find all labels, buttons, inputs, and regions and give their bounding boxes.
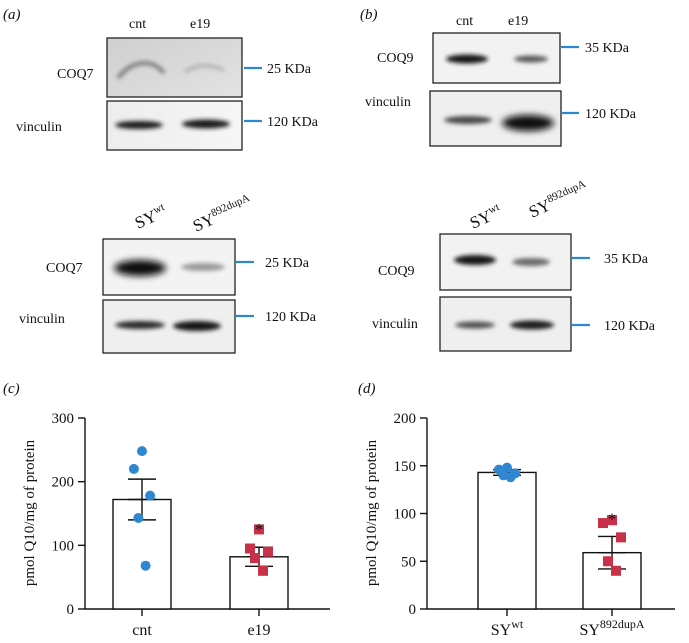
y-axis-label: pmol Q10/mg of protein bbox=[364, 439, 380, 586]
row-label-coq9: COQ9 bbox=[377, 51, 414, 66]
y-tick-label: 200 bbox=[394, 411, 417, 427]
lane-label-e19: e19 bbox=[190, 17, 210, 32]
data-point bbox=[598, 518, 608, 529]
marker-120kda: 120 KDa bbox=[265, 310, 317, 325]
lane-label-e19: e19 bbox=[508, 14, 528, 29]
data-point bbox=[245, 543, 255, 554]
lane-label-cnt: cnt bbox=[129, 17, 146, 32]
data-point bbox=[137, 446, 147, 457]
panel-label-b: (b) bbox=[360, 7, 378, 23]
data-point bbox=[263, 546, 273, 557]
marker-120kda: 120 KDa bbox=[267, 115, 319, 130]
significance-mark: * bbox=[608, 509, 617, 528]
data-point bbox=[258, 565, 268, 576]
data-point bbox=[616, 532, 626, 543]
marker-25kda: 25 KDa bbox=[265, 256, 310, 271]
panel-label-a: (a) bbox=[3, 7, 21, 23]
y-tick-label: 50 bbox=[401, 554, 416, 570]
y-tick-label: 100 bbox=[52, 538, 75, 554]
marker-120kda: 120 KDa bbox=[585, 107, 637, 122]
y-tick-label: 100 bbox=[394, 507, 417, 523]
data-point bbox=[607, 515, 617, 526]
significance-mark: * bbox=[255, 520, 264, 539]
data-point bbox=[502, 462, 512, 473]
y-tick-label: 0 bbox=[409, 602, 417, 618]
lane-label-cnt: cnt bbox=[456, 14, 473, 29]
row-label-vinculin: vinculin bbox=[365, 95, 411, 110]
row-label-vinculin: vinculin bbox=[19, 312, 65, 327]
data-point bbox=[128, 463, 139, 474]
marker-25kda: 25 KDa bbox=[267, 62, 312, 77]
bar-chart-c: 0 100 200 300 pmol Q10/mg of protein cnt * e19 bbox=[22, 411, 330, 639]
data-point bbox=[140, 560, 151, 571]
data-point bbox=[145, 490, 156, 501]
bar-sy-wt bbox=[477, 471, 537, 610]
panel-label-c: (c) bbox=[3, 381, 20, 397]
data-point bbox=[603, 556, 613, 567]
blot-a-top: cnt e19 COQ7 25 KDa vinculin 120 KDa bbox=[16, 17, 319, 151]
x-tick-label-sy-wt: SYwt bbox=[491, 617, 524, 639]
data-point bbox=[250, 553, 260, 564]
row-label-coq9: COQ9 bbox=[378, 264, 415, 279]
data-point bbox=[133, 512, 144, 523]
y-tick-label: 300 bbox=[52, 411, 75, 427]
marker-35kda: 35 KDa bbox=[604, 252, 649, 267]
y-tick-label: 0 bbox=[67, 602, 75, 618]
row-label-vinculin: vinculin bbox=[372, 317, 418, 332]
y-axis-label: pmol Q10/mg of protein bbox=[22, 439, 38, 586]
row-label-coq7: COQ7 bbox=[57, 67, 94, 82]
marker-120kda: 120 KDa bbox=[604, 319, 656, 334]
lane-label-sy-892dupa: SY892dupA bbox=[189, 192, 254, 236]
row-label-coq7: COQ7 bbox=[46, 261, 83, 276]
lane-label-sy-wt: SYwt bbox=[131, 201, 169, 233]
data-point bbox=[611, 565, 621, 576]
x-tick-label-cnt: cnt bbox=[132, 622, 152, 639]
data-point bbox=[505, 472, 516, 483]
y-tick-label: 150 bbox=[394, 459, 417, 475]
blot-b-top: cnt e19 COQ9 35 KDa vinculin 120 KDa bbox=[365, 14, 637, 147]
panel-label-d: (d) bbox=[358, 381, 376, 397]
bar-chart-d: 0 50 100 150 200 pmol Q10/mg of protein SYwt * S… bbox=[364, 411, 675, 639]
data-point bbox=[254, 524, 264, 535]
lane-label-sy-wt: SYwt bbox=[466, 201, 504, 233]
lane-label-sy-892dupa: SY892dupA bbox=[525, 178, 590, 222]
marker-35kda: 35 KDa bbox=[585, 41, 630, 56]
x-tick-label-sy-892dupa: SY892dupA bbox=[579, 617, 644, 639]
blot-a-bottom: SYwt SY892dupA COQ7 25 KDa vinculin 120 … bbox=[19, 192, 317, 354]
y-tick-label: 200 bbox=[52, 475, 75, 491]
blot-b-bottom: SYwt SY892dupA COQ9 35 KDa vinculin 120 … bbox=[372, 178, 656, 352]
x-tick-label-e19: e19 bbox=[247, 622, 270, 639]
row-label-vinculin: vinculin bbox=[16, 120, 62, 135]
